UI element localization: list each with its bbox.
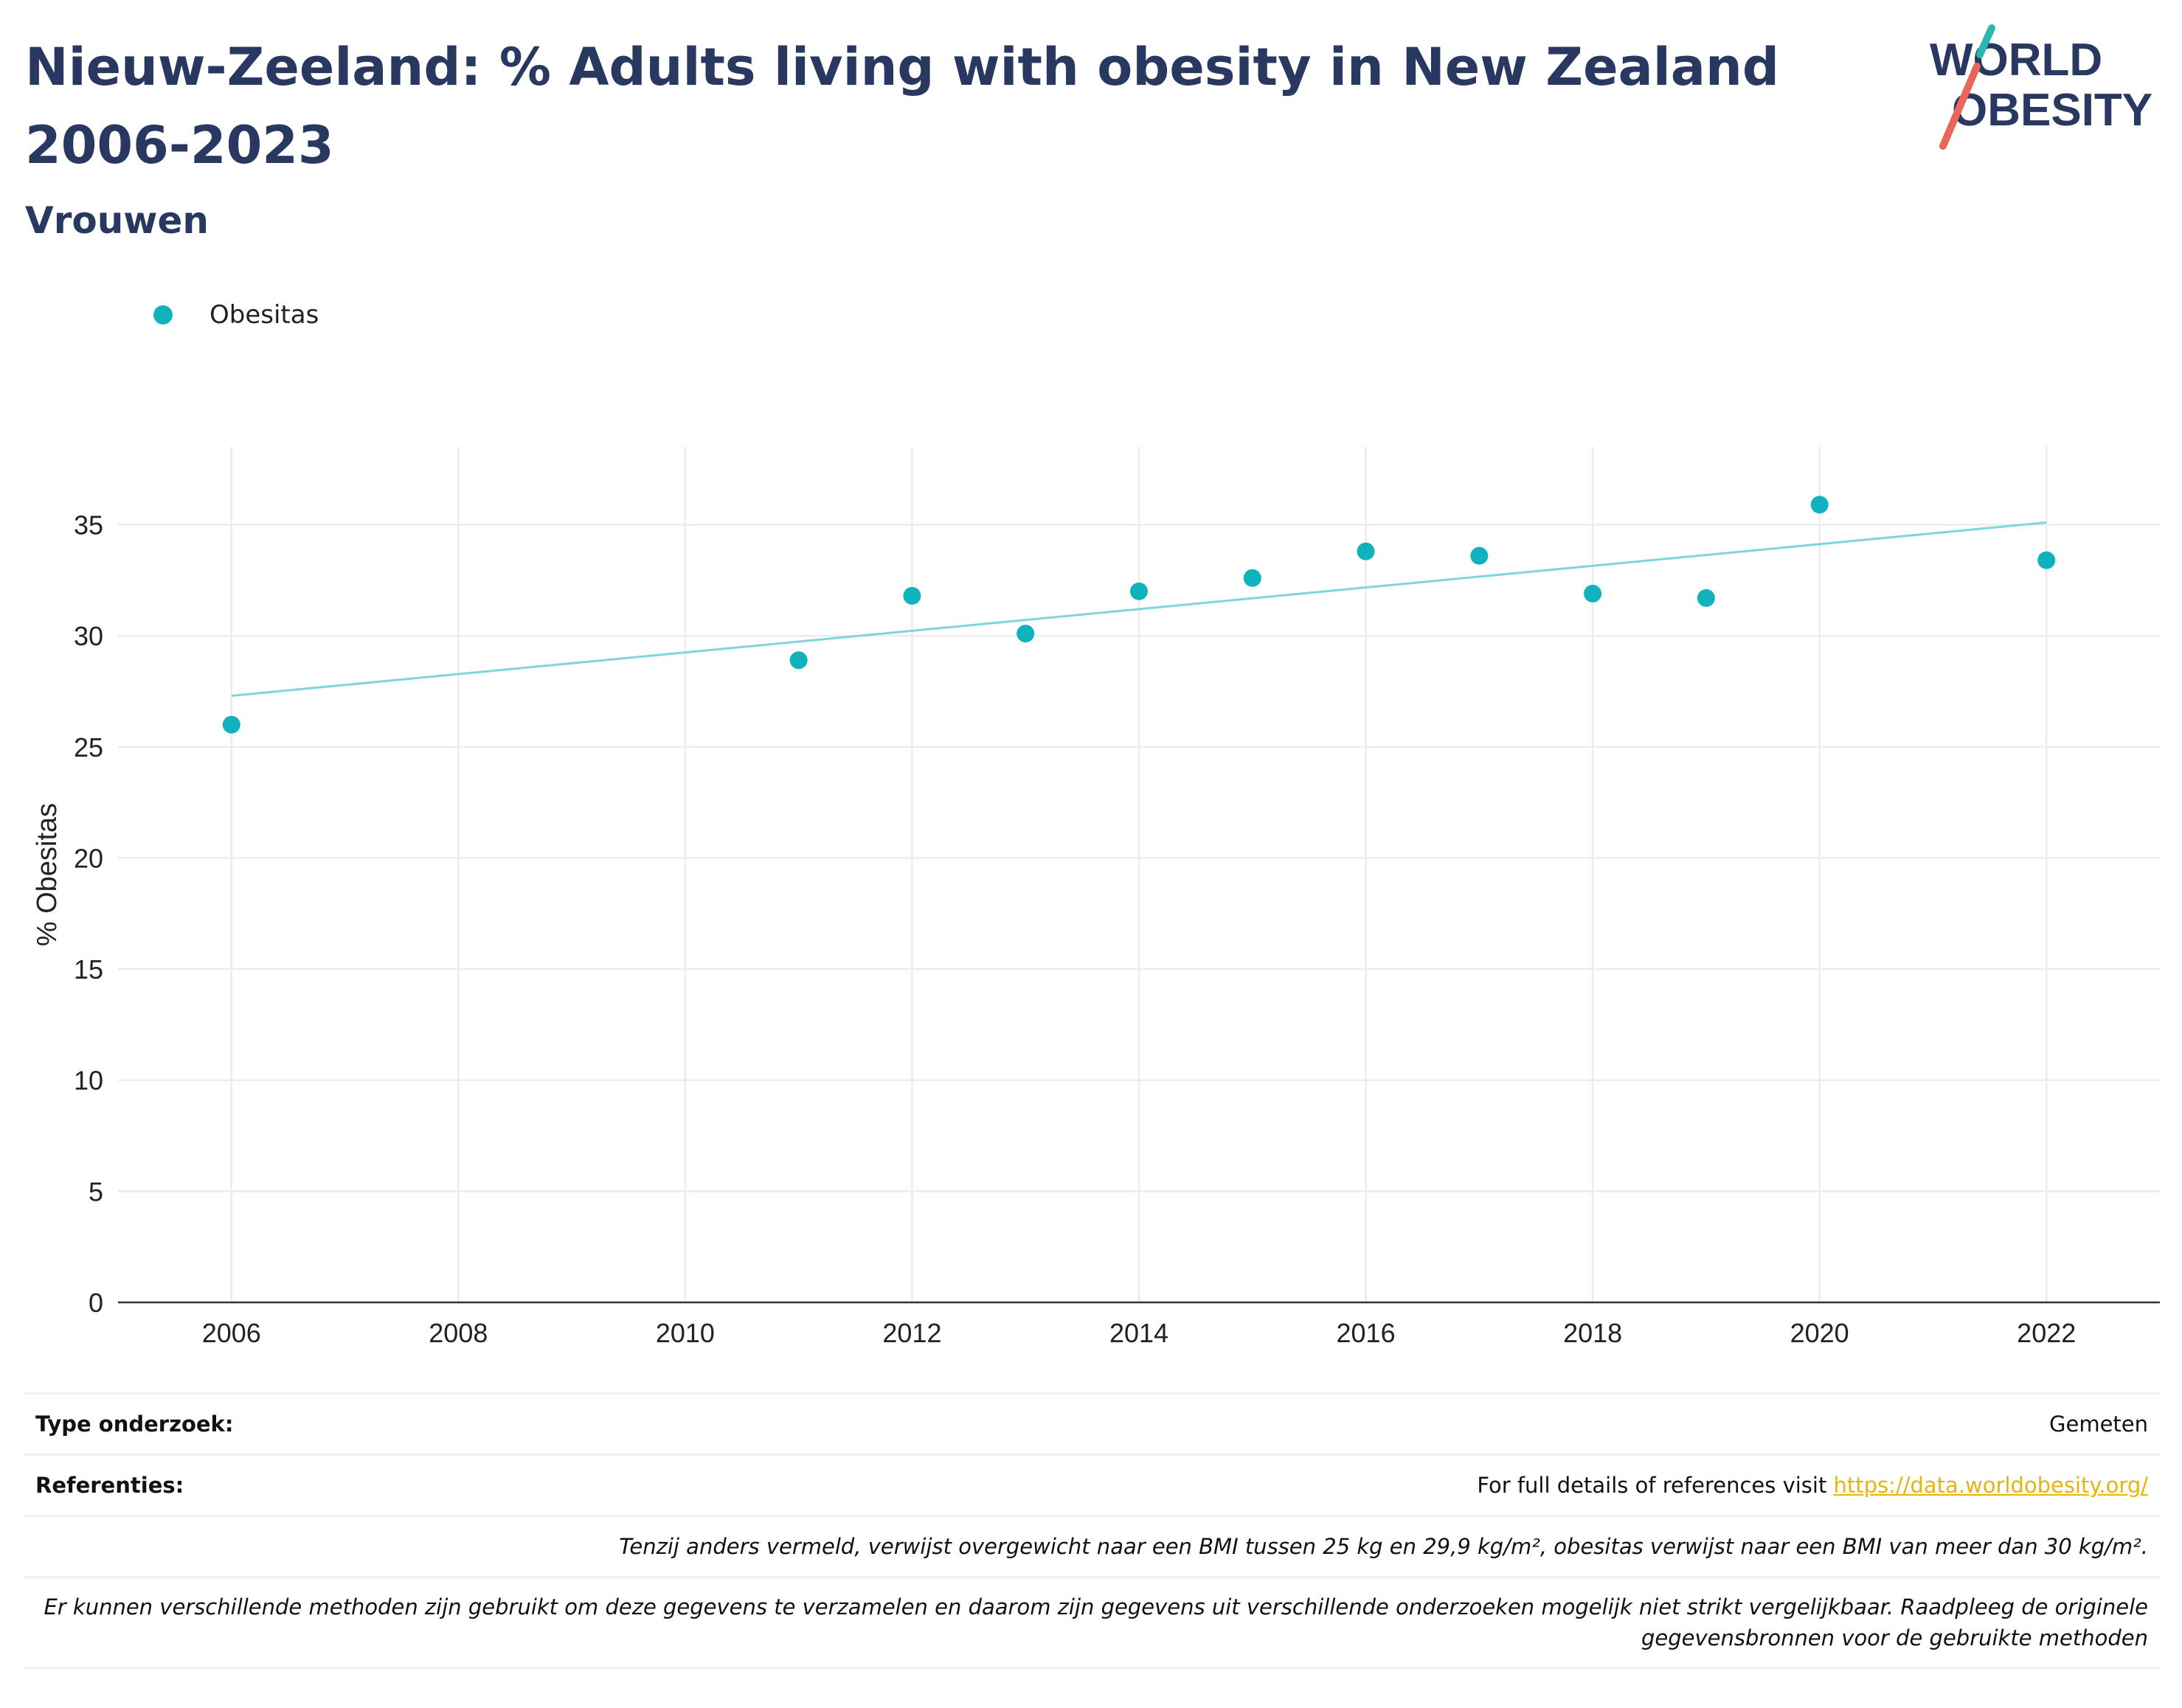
data-point[interactable] — [789, 651, 808, 670]
y-tick-label: 20 — [74, 843, 103, 873]
x-gridlines — [230, 447, 2048, 1302]
x-tick-label: 2020 — [1790, 1318, 1849, 1348]
y-tick-label: 35 — [74, 510, 103, 540]
y-tick-label: 0 — [89, 1288, 103, 1318]
legend[interactable]: Obesitas — [153, 296, 319, 333]
bmi-note: Tenzij anders vermeld, verwijst overgewi… — [619, 1534, 2148, 1559]
study-type-label: Type onderzoek: — [35, 1412, 234, 1437]
footer-row-references: Referenties: For full details of referen… — [24, 1454, 2160, 1515]
trend-line — [231, 521, 2047, 697]
data-point[interactable] — [903, 586, 921, 605]
y-axis-label: % Obesitas — [32, 803, 63, 946]
logo-slash-coral — [1939, 63, 1981, 150]
study-type-value: Gemeten — [2049, 1412, 2148, 1437]
x-tick-label: 2014 — [1109, 1318, 1168, 1348]
data-point[interactable] — [1697, 589, 1715, 607]
legend-label-obesitas: Obesitas — [209, 300, 319, 330]
x-tick-label: 2010 — [656, 1318, 715, 1348]
y-tick-labels: 0 5 10 15 20 25 30 35 — [74, 510, 103, 1318]
references-value: For full details of references visit htt… — [1477, 1473, 2148, 1498]
data-point[interactable] — [2037, 551, 2056, 569]
footer-row-methods-note: Er kunnen verschillende methoden zijn ge… — [24, 1576, 2160, 1669]
references-link[interactable]: https://data.worldobesity.org/ — [1833, 1473, 2148, 1498]
data-point[interactable] — [1130, 582, 1148, 600]
y-tick-label: 25 — [74, 732, 103, 763]
data-point[interactable] — [222, 715, 240, 734]
references-label: Referenties: — [35, 1473, 184, 1498]
logo-text-obesity: OBESITY — [1952, 85, 2152, 136]
x-tick-label: 2012 — [882, 1318, 941, 1348]
x-tick-label: 2022 — [2017, 1318, 2076, 1348]
footer-row-study-type: Type onderzoek: Gemeten — [24, 1392, 2160, 1454]
footer-table: Type onderzoek: Gemeten Referenties: For… — [24, 1392, 2160, 1669]
x-tick-label: 2008 — [429, 1318, 488, 1348]
chart-title: Nieuw-Zeeland: % Adults living with obes… — [25, 37, 1779, 176]
y-tick-label: 10 — [74, 1066, 103, 1096]
data-point[interactable] — [1016, 625, 1035, 643]
data-point[interactable] — [1357, 542, 1375, 560]
data-point[interactable] — [1584, 584, 1602, 603]
x-tick-label: 2016 — [1337, 1318, 1396, 1348]
y-tick-label: 15 — [74, 954, 103, 985]
data-points — [222, 496, 2056, 734]
x-tick-labels: 2006 2008 2010 2012 2014 2016 2018 2020 2022 — [202, 1318, 2077, 1348]
logo-slash-teal — [1976, 24, 1995, 58]
chart-subtitle: Vrouwen — [25, 199, 209, 242]
logo-text-world: WORLD — [1930, 35, 2102, 86]
world-obesity-logo: WORLD OBESITY — [1930, 24, 2152, 150]
data-point[interactable] — [1243, 569, 1261, 587]
references-text: For full details of references visit — [1477, 1473, 1827, 1498]
y-tick-label: 30 — [74, 621, 103, 651]
data-point[interactable] — [1470, 546, 1489, 565]
x-tick-label: 2006 — [202, 1318, 261, 1348]
y-tick-label: 5 — [89, 1176, 103, 1207]
footer-row-bmi-note: Tenzij anders vermeld, verwijst overgewi… — [24, 1515, 2160, 1576]
methods-note: Er kunnen verschillende methoden zijn ge… — [44, 1594, 2148, 1650]
x-tick-label: 2018 — [1563, 1318, 1622, 1348]
legend-marker — [153, 305, 173, 324]
data-point[interactable] — [1810, 496, 1829, 514]
